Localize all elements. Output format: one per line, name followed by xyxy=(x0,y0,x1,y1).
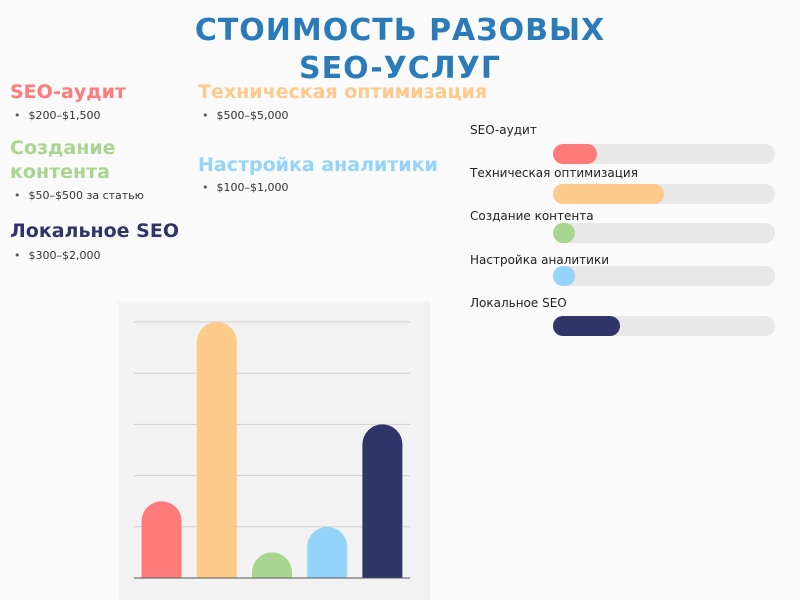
bar-0 xyxy=(141,501,182,578)
service-name-content: Создание контента xyxy=(10,136,116,184)
bar-2 xyxy=(252,552,292,578)
service-name-content-line-1: Создание xyxy=(10,137,116,159)
progress-label-content: Создание контента xyxy=(470,209,594,223)
progress-label-technical: Техническая оптимизация xyxy=(470,166,638,180)
service-price-content: $50–$500 за статью xyxy=(14,189,144,202)
service-price-local-seo: $300–$2,000 xyxy=(14,249,101,262)
title-line-1: СТОИМОСТЬ РАЗОВЫХ xyxy=(194,13,606,48)
service-name-content-line-2: контента xyxy=(10,161,110,183)
progress-track-content xyxy=(553,223,775,243)
progress-fill xyxy=(553,223,576,243)
progress-track-analytics xyxy=(553,266,775,286)
progress-track-local-seo xyxy=(553,316,775,336)
progress-fill xyxy=(553,184,664,204)
title-line-2: SEO-УСЛУГ xyxy=(299,51,501,86)
progress-fill xyxy=(553,144,598,164)
progress-fill xyxy=(553,266,576,286)
service-name-analytics: Настройка аналитики xyxy=(198,154,438,176)
service-name-technical: Техническая оптимизация xyxy=(198,81,488,103)
progress-label-analytics: Настройка аналитики xyxy=(470,253,609,267)
progress-track-technical xyxy=(553,184,775,204)
page-title: СТОИМОСТЬ РАЗОВЫХ SEO-УСЛУГ xyxy=(0,12,800,88)
bar-chart xyxy=(118,302,430,600)
service-price-technical: $500–$5,000 xyxy=(202,109,289,122)
bar-4 xyxy=(362,424,403,578)
service-price-seo-audit: $200–$1,500 xyxy=(14,109,101,122)
service-name-seo-audit: SEO-аудит xyxy=(10,81,126,103)
progress-label-seo-audit: SEO-аудит xyxy=(470,123,537,137)
bar-3 xyxy=(307,526,348,578)
service-price-analytics: $100–$1,000 xyxy=(202,181,289,194)
service-name-local-seo: Локальное SEO xyxy=(10,220,179,242)
progress-label-local-seo: Локальное SEO xyxy=(470,296,567,310)
progress-track-seo-audit xyxy=(553,144,775,164)
progress-fill xyxy=(553,316,620,336)
bar-1 xyxy=(196,322,237,578)
